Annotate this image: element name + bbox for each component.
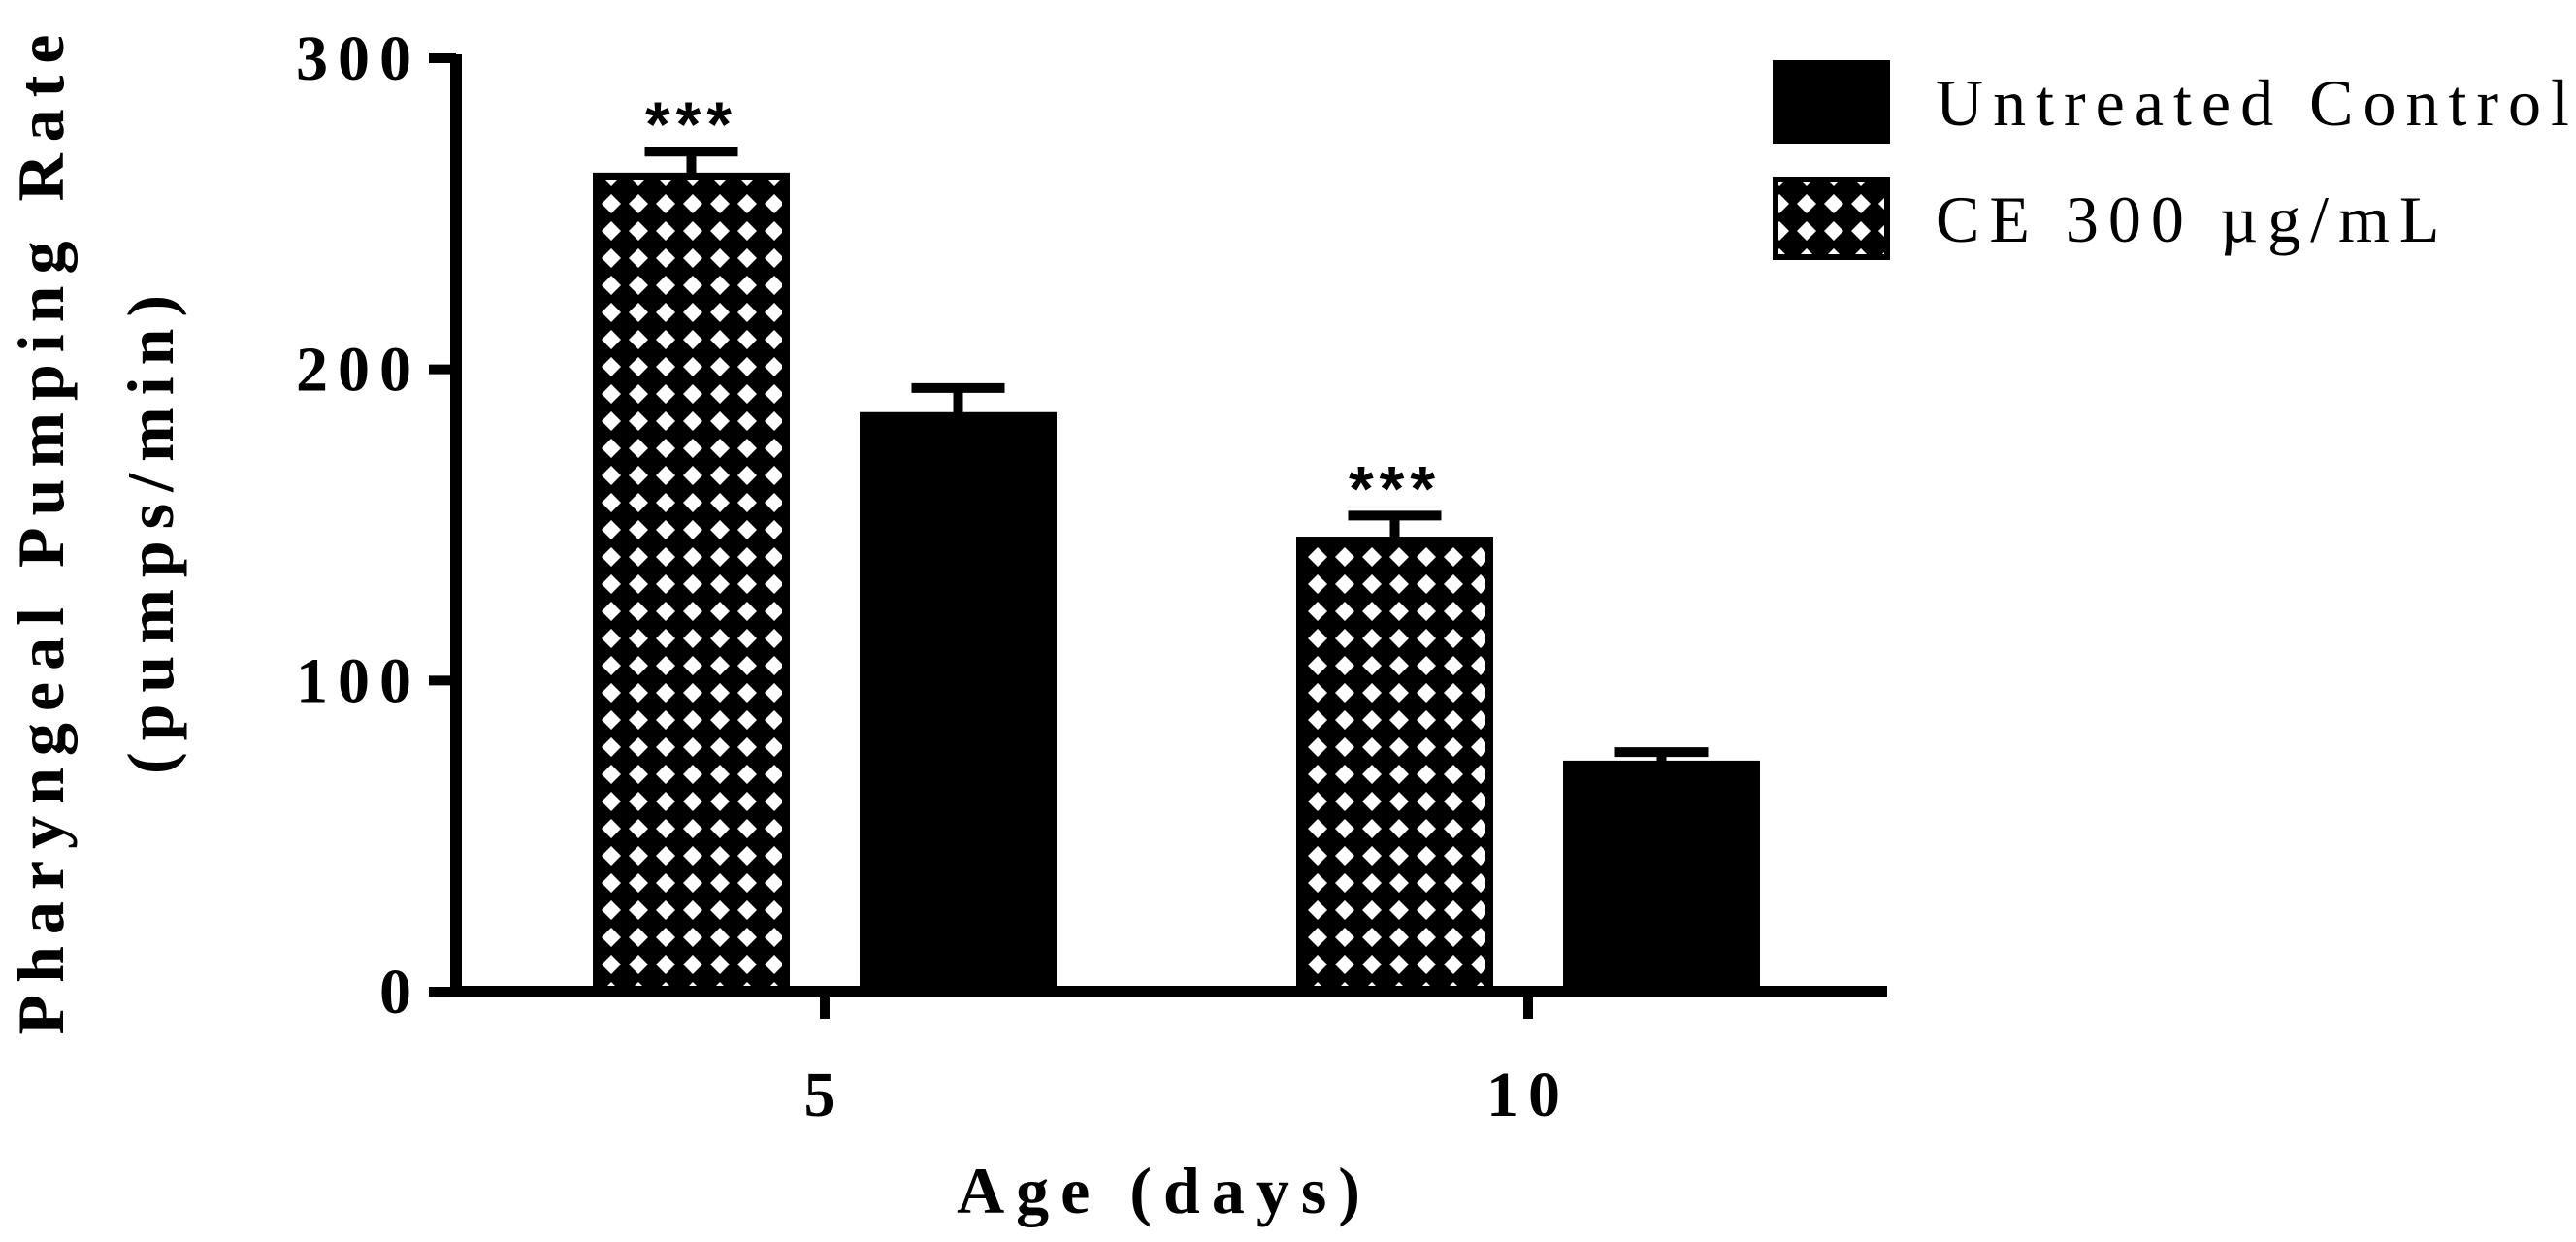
axes-layer [450,54,1887,997]
x-tick-label: 10 [1486,1060,1570,1130]
x-tick-label: 5 [804,1060,846,1130]
y-tick-label: 200 [296,335,421,406]
ticks-layer: 0 100 200 300 5 10 [296,23,1570,1130]
legend-swatch [1773,177,1890,260]
y-tick-label: 0 [379,957,421,1028]
y-axis-units: (pumps/min) [114,283,187,774]
legend-label: Untreated Control [1936,66,2576,140]
legend-swatch [1773,60,1890,144]
significance-label: *** [1349,452,1441,524]
x-axis-title: Age (days) [957,1154,1372,1227]
bar-control-10 [1563,760,1760,996]
y-tick-label: 300 [296,23,421,94]
legend: Untreated Control CE 300 µg/mL [1773,60,2576,260]
y-tick-label: 100 [296,645,421,716]
y-axis-title: Pharyngeal Pumping Rate [4,23,78,1035]
bar-control-5 [860,411,1057,996]
bar-ce300-10 [1296,537,1493,996]
bars-layer: *** *** [593,88,1760,996]
significance-label: *** [645,88,737,160]
bar-ce300-5 [593,172,790,996]
legend-label: CE 300 µg/mL [1936,182,2449,256]
